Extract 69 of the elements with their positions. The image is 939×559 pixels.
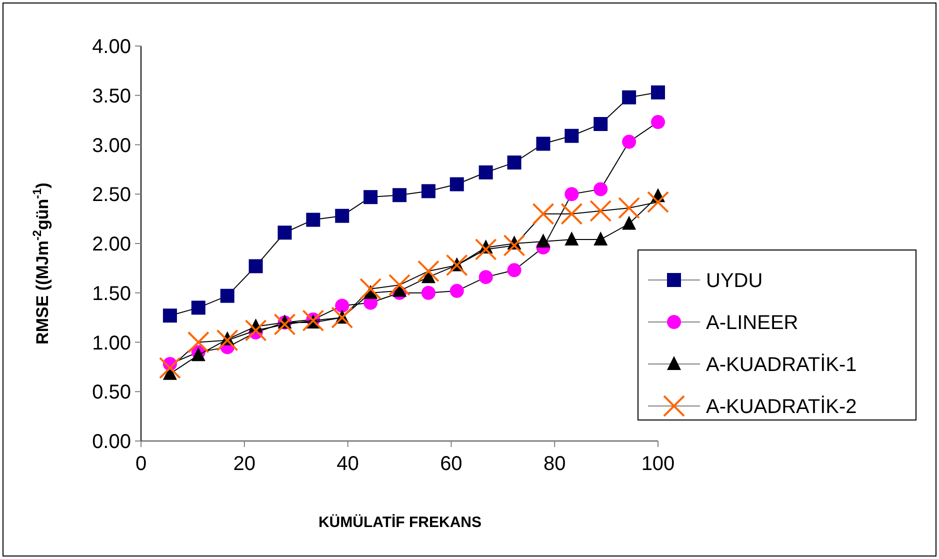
point xyxy=(220,288,234,303)
point xyxy=(278,226,292,240)
point xyxy=(564,128,579,143)
x-tick-label: 100 xyxy=(641,453,675,475)
point xyxy=(594,232,608,246)
x-axis-title: KÜMÜLATİF FREKANS xyxy=(318,514,482,531)
y-tick-label: 1.50 xyxy=(92,282,131,305)
y-tick-label: 3.50 xyxy=(92,85,131,108)
point xyxy=(331,306,354,329)
y-tick-label: 2.00 xyxy=(92,234,131,256)
point xyxy=(392,188,406,202)
point xyxy=(306,212,320,227)
point xyxy=(162,308,177,323)
y-tick-label: 2.50 xyxy=(92,184,131,206)
point xyxy=(302,310,324,332)
point xyxy=(536,234,550,248)
x-tick-label: 60 xyxy=(440,453,462,475)
point xyxy=(478,270,493,284)
point xyxy=(536,136,550,151)
point xyxy=(248,259,263,274)
point xyxy=(622,90,636,104)
point xyxy=(158,356,181,379)
point xyxy=(622,134,636,149)
point xyxy=(594,182,608,196)
point xyxy=(421,184,436,198)
point xyxy=(651,85,665,100)
point xyxy=(335,298,350,313)
y-tick-label: 0.50 xyxy=(92,382,131,404)
point xyxy=(474,238,497,260)
point xyxy=(335,208,350,223)
point xyxy=(651,115,665,130)
x-tick-label: 40 xyxy=(336,453,359,475)
point xyxy=(274,313,296,336)
point xyxy=(564,187,579,202)
point xyxy=(421,286,436,300)
point xyxy=(450,284,464,298)
point xyxy=(503,234,526,256)
point xyxy=(388,274,410,296)
y-tick-label: 1.00 xyxy=(92,332,131,354)
legend-label: A-KUADRATİK-1 xyxy=(706,353,857,376)
y-tick-label: 3.00 xyxy=(92,134,131,157)
point xyxy=(216,329,238,352)
y-tick-label: 4.00 xyxy=(92,36,131,58)
point xyxy=(594,117,608,132)
point xyxy=(507,263,522,278)
x-tick-label: 20 xyxy=(233,453,256,475)
point xyxy=(560,202,583,225)
point xyxy=(446,254,468,276)
point xyxy=(590,200,612,222)
point xyxy=(532,202,554,225)
legend-label: UYDU xyxy=(706,270,763,292)
point xyxy=(622,216,636,230)
point xyxy=(244,319,267,342)
point xyxy=(417,260,440,282)
point xyxy=(364,190,378,204)
x-tick-label: 0 xyxy=(135,453,147,475)
point xyxy=(191,300,206,315)
point xyxy=(187,331,210,354)
point xyxy=(507,156,522,170)
point xyxy=(618,196,640,219)
legend-label: A-KUADRATİK-2 xyxy=(706,395,857,418)
point xyxy=(450,177,464,192)
point xyxy=(564,232,579,246)
legend-label: A-LINEER xyxy=(706,312,798,334)
y-tick-label: 0.00 xyxy=(92,431,131,453)
point xyxy=(478,165,493,180)
x-tick-label: 80 xyxy=(543,453,566,475)
point xyxy=(647,191,669,214)
point xyxy=(360,278,382,300)
